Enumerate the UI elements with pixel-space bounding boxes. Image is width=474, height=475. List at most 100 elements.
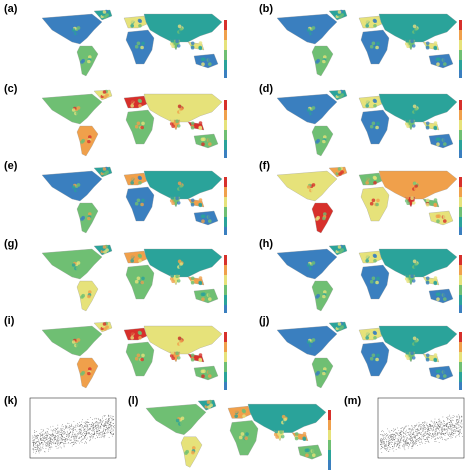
- scatter-point: [62, 430, 63, 431]
- speckle: [365, 181, 369, 185]
- scatter-point: [438, 424, 439, 426]
- scatter-point: [72, 442, 74, 443]
- scatter-point: [35, 451, 37, 452]
- scatter-point: [446, 423, 447, 425]
- scatter-point: [403, 439, 404, 441]
- scatter-point: [108, 418, 109, 420]
- scatter-point: [84, 437, 85, 438]
- scatter-point: [51, 444, 52, 445]
- scatter-point: [457, 431, 459, 432]
- speckle: [337, 167, 342, 171]
- scatter-point: [89, 440, 90, 442]
- scatter-point: [449, 428, 450, 429]
- scatter-point: [72, 432, 74, 433]
- scatter-point: [53, 434, 54, 436]
- scatter-point: [421, 427, 423, 429]
- speckle: [443, 142, 447, 146]
- speckle: [80, 134, 85, 139]
- europe-shape: [123, 172, 148, 186]
- scatter-point: [385, 434, 386, 435]
- scatter-point: [38, 440, 39, 442]
- scatter-point: [69, 443, 71, 444]
- scatter-point: [55, 446, 57, 447]
- scatter-point: [36, 442, 37, 443]
- scatter-point: [38, 440, 40, 442]
- scatter-point: [82, 426, 83, 428]
- scatter-point: [422, 425, 423, 427]
- scatter-point: [109, 427, 110, 428]
- scatter-point: [442, 433, 444, 435]
- scatter-point: [95, 424, 97, 426]
- scatter-point: [381, 442, 383, 444]
- scatter-point: [445, 424, 446, 426]
- scatter-point: [57, 442, 59, 444]
- scatter-point: [453, 429, 455, 431]
- scatter-point: [434, 425, 436, 427]
- scatter-point: [437, 434, 439, 436]
- scatter-point: [70, 431, 71, 432]
- speckle: [338, 15, 342, 19]
- scatter-point: [432, 434, 434, 436]
- scatter-point: [432, 425, 433, 427]
- scatter-point: [434, 423, 436, 425]
- scatter-point: [74, 440, 75, 441]
- scatter-point: [385, 446, 387, 447]
- speckle: [177, 336, 182, 341]
- speckle: [365, 104, 369, 108]
- scatter-point: [76, 434, 78, 436]
- scatter-point: [97, 429, 99, 431]
- scatter-point: [427, 436, 429, 438]
- scatter-point: [389, 444, 390, 445]
- scatter-point: [71, 431, 73, 433]
- scatter-point: [107, 423, 109, 425]
- scatter-point: [73, 436, 75, 438]
- scatter-point: [461, 416, 463, 418]
- scatter-point: [405, 440, 406, 441]
- scatter-point: [62, 441, 63, 443]
- scatter-point: [420, 438, 422, 440]
- speckle: [138, 331, 142, 335]
- scatter-point: [396, 446, 397, 447]
- scatter-point: [87, 430, 89, 432]
- scatter-point: [404, 437, 405, 439]
- scatter-point: [418, 432, 420, 434]
- speckle: [315, 54, 320, 59]
- panel-c: (c): [0, 80, 237, 162]
- scatter-plot: [29, 397, 117, 459]
- europe-shape: [123, 95, 148, 109]
- scatter-point: [458, 425, 460, 426]
- speckle: [315, 366, 320, 371]
- scatter-point: [409, 439, 411, 440]
- speckle: [138, 254, 142, 258]
- scatter-point: [381, 440, 383, 442]
- speckle: [102, 10, 107, 14]
- australia-shape: [193, 365, 219, 381]
- speckle: [207, 58, 212, 62]
- speckle: [87, 216, 91, 221]
- scatter-point: [70, 425, 72, 427]
- scatter-point: [411, 437, 412, 438]
- speckle: [425, 276, 430, 281]
- scatter-point: [57, 443, 58, 445]
- scatter-point: [104, 424, 106, 426]
- legend-swatch: [224, 150, 227, 158]
- scatter-point: [50, 441, 52, 442]
- scatter-point: [40, 447, 42, 449]
- scatter-point: [416, 434, 418, 436]
- scatter-point: [408, 438, 410, 440]
- scatter-point: [388, 443, 390, 445]
- scatter-point: [422, 442, 423, 444]
- scatter-point: [409, 430, 411, 432]
- legend-swatch: [224, 285, 227, 295]
- north-america-shape: [41, 93, 103, 125]
- scatter-point: [112, 435, 113, 437]
- scatter-point: [457, 422, 458, 423]
- scatter-point: [96, 427, 97, 429]
- scatter-point: [417, 429, 419, 431]
- scatter-point: [389, 435, 390, 436]
- scatter-point: [60, 434, 62, 435]
- scatter-point: [56, 441, 57, 443]
- speckle: [375, 45, 379, 50]
- scatter-point: [103, 433, 105, 435]
- scatter-point: [44, 437, 46, 439]
